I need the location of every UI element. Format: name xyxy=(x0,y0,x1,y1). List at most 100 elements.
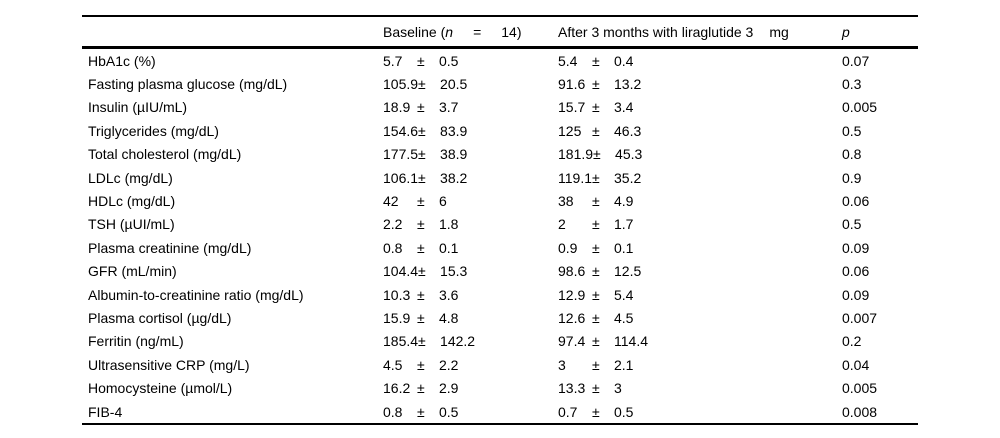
baseline-mean: 154.6 xyxy=(383,122,419,139)
plus-minus-symbol: ± xyxy=(417,286,425,303)
after-value-cell: 0.9 ±0.1 xyxy=(558,236,840,259)
baseline-value-cell: 2.2 ±1.8 xyxy=(383,213,558,236)
row-label: Ultrasensitive CRP (mg/L) xyxy=(88,356,250,373)
after-sd: 0.5 xyxy=(614,403,634,420)
after-mean: 0.7 xyxy=(558,403,578,420)
plus-minus-symbol: ± xyxy=(418,76,426,93)
after-sd: 4.9 xyxy=(614,193,634,210)
after-mean: 98.6 xyxy=(558,263,586,280)
plus-minus-symbol: ± xyxy=(417,52,425,69)
p-value-cell: 0.04 xyxy=(842,356,870,373)
baseline-value-cell: 154.6± 83.9 xyxy=(383,119,558,142)
after-sd: 46.3 xyxy=(614,122,642,139)
row-label: FIB-4 xyxy=(88,403,123,420)
after-value-cell: 98.6 ±12.5 xyxy=(558,260,840,283)
header-baseline-prefix: Baseline ( xyxy=(383,23,446,40)
row-label: LDLc (mg/dL) xyxy=(88,169,173,186)
baseline-sd: 3.6 xyxy=(439,286,459,303)
plus-minus-symbol: ± xyxy=(592,122,600,139)
table-row: GFR (mL/min) 104.4± 15.3 98.6 ±12.5 0.06 xyxy=(82,260,918,283)
row-label: Albumin-to-creatinine ratio (mg/dL) xyxy=(88,286,304,303)
after-mean: 12.9 xyxy=(558,286,586,303)
baseline-value-cell: 0.8 ±0.1 xyxy=(383,236,558,259)
after-value-cell: 38 ±4.9 xyxy=(558,189,840,212)
plus-minus-symbol: ± xyxy=(592,286,600,303)
header-after-unit: mg xyxy=(769,23,789,40)
baseline-value-cell: 177.5± 38.9 xyxy=(383,143,558,166)
after-value-cell: 2 ±1.7 xyxy=(558,213,840,236)
baseline-value-cell: 0.8 ±0.5 xyxy=(383,400,558,424)
header-baseline: Baseline (n = 14) xyxy=(383,16,558,48)
p-value-cell: 0.5 xyxy=(842,216,862,233)
after-mean: 125 xyxy=(558,122,582,139)
baseline-value-cell: 10.3 ±3.6 xyxy=(383,283,558,306)
baseline-mean: 16.2 xyxy=(383,380,411,397)
plus-minus-symbol: ± xyxy=(592,99,600,116)
baseline-sd: 6 xyxy=(439,193,447,210)
plus-minus-symbol: ± xyxy=(592,76,600,93)
plus-minus-symbol: ± xyxy=(592,169,600,186)
table-row: LDLc (mg/dL) 106.1± 38.2 119.1± 35.2 0.9 xyxy=(82,166,918,189)
after-value-cell: 13.3 ±3 xyxy=(558,376,840,399)
after-value-cell: 5.4 ±0.4 xyxy=(558,48,840,73)
table-row: Insulin (µIU/mL) 18.9 ±3.7 15.7 ±3.4 0.005 xyxy=(82,96,918,119)
after-mean: 2 xyxy=(558,216,566,233)
plus-minus-symbol: ± xyxy=(592,263,600,280)
p-value-cell: 0.07 xyxy=(842,52,870,69)
after-mean: 91.6 xyxy=(558,76,586,93)
after-value-cell: 0.7 ±0.5 xyxy=(558,400,840,424)
p-value-cell: 0.3 xyxy=(842,76,862,93)
row-label: Insulin (µIU/mL) xyxy=(88,99,188,116)
after-sd: 3.4 xyxy=(614,99,634,116)
header-baseline-count: 14) xyxy=(501,23,522,40)
after-value-cell: 12.9 ±5.4 xyxy=(558,283,840,306)
after-value-cell: 125 ±46.3 xyxy=(558,119,840,142)
after-value-cell: 97.4 ±114.4 xyxy=(558,330,840,353)
table-row: Plasma cortisol (µg/dL) 15.9 ±4.8 12.6 ±4.5 0… xyxy=(82,306,918,329)
baseline-value-cell: 42 ±6 xyxy=(383,189,558,212)
after-mean: 97.4 xyxy=(558,333,586,350)
plus-minus-symbol: ± xyxy=(592,356,600,373)
after-sd: 5.4 xyxy=(614,286,634,303)
baseline-value-cell: 16.2 ±2.9 xyxy=(383,376,558,399)
plus-minus-symbol: ± xyxy=(418,146,426,163)
after-value-cell: 15.7 ±3.4 xyxy=(558,96,840,119)
table-row: Homocysteine (µmol/L) 16.2 ±2.9 13.3 ±3 0.005 xyxy=(82,376,918,399)
after-sd: 1.7 xyxy=(614,216,634,233)
plus-minus-symbol: ± xyxy=(592,193,600,210)
baseline-sd: 20.5 xyxy=(440,76,468,93)
table-row: Fasting plasma glucose (mg/dL) 105.9± 20.5… xyxy=(82,72,918,95)
row-label: Fasting plasma glucose (mg/dL) xyxy=(88,76,288,93)
baseline-value-cell: 4.5 ±2.2 xyxy=(383,353,558,376)
baseline-mean: 177.5 xyxy=(383,146,419,163)
table-header-row: Baseline (n = 14) After 3 months with lira… xyxy=(82,16,918,48)
baseline-sd: 38.9 xyxy=(440,146,468,163)
p-value-cell: 0.09 xyxy=(842,239,870,256)
row-label: HbA1c (%) xyxy=(88,52,156,69)
table-row: TSH (µUI/mL) 2.2 ±1.8 2 ±1.7 0.5 xyxy=(82,213,918,236)
after-mean: 0.9 xyxy=(558,239,578,256)
plus-minus-symbol: ± xyxy=(417,380,425,397)
after-sd: 12.5 xyxy=(614,263,642,280)
baseline-sd: 15.3 xyxy=(440,263,468,280)
plus-minus-symbol: ± xyxy=(418,333,426,350)
row-label: Plasma creatinine (mg/dL) xyxy=(88,239,252,256)
table-row: HbA1c (%) 5.7 ±0.5 5.4 ±0.4 0.07 xyxy=(82,48,918,73)
plus-minus-symbol: ± xyxy=(593,146,601,163)
baseline-mean: 4.5 xyxy=(383,356,403,373)
baseline-mean: 0.8 xyxy=(383,239,403,256)
table-row: Triglycerides (mg/dL) 154.6± 83.9 125 ±46.3 0… xyxy=(82,119,918,142)
after-sd: 3 xyxy=(614,380,622,397)
baseline-value-cell: 106.1± 38.2 xyxy=(383,166,558,189)
plus-minus-symbol: ± xyxy=(592,380,600,397)
after-mean: 5.4 xyxy=(558,52,578,69)
baseline-sd: 1.8 xyxy=(439,216,459,233)
row-label: Triglycerides (mg/dL) xyxy=(88,122,219,139)
plus-minus-symbol: ± xyxy=(592,309,600,326)
row-label: Total cholesterol (mg/dL) xyxy=(88,146,242,163)
baseline-mean: 42 xyxy=(383,193,399,210)
after-value-cell: 3 ±2.1 xyxy=(558,353,840,376)
p-value-cell: 0.005 xyxy=(842,99,878,116)
header-after: After 3 months with liraglutide 3 mg xyxy=(558,16,840,48)
after-sd: 0.1 xyxy=(614,239,634,256)
